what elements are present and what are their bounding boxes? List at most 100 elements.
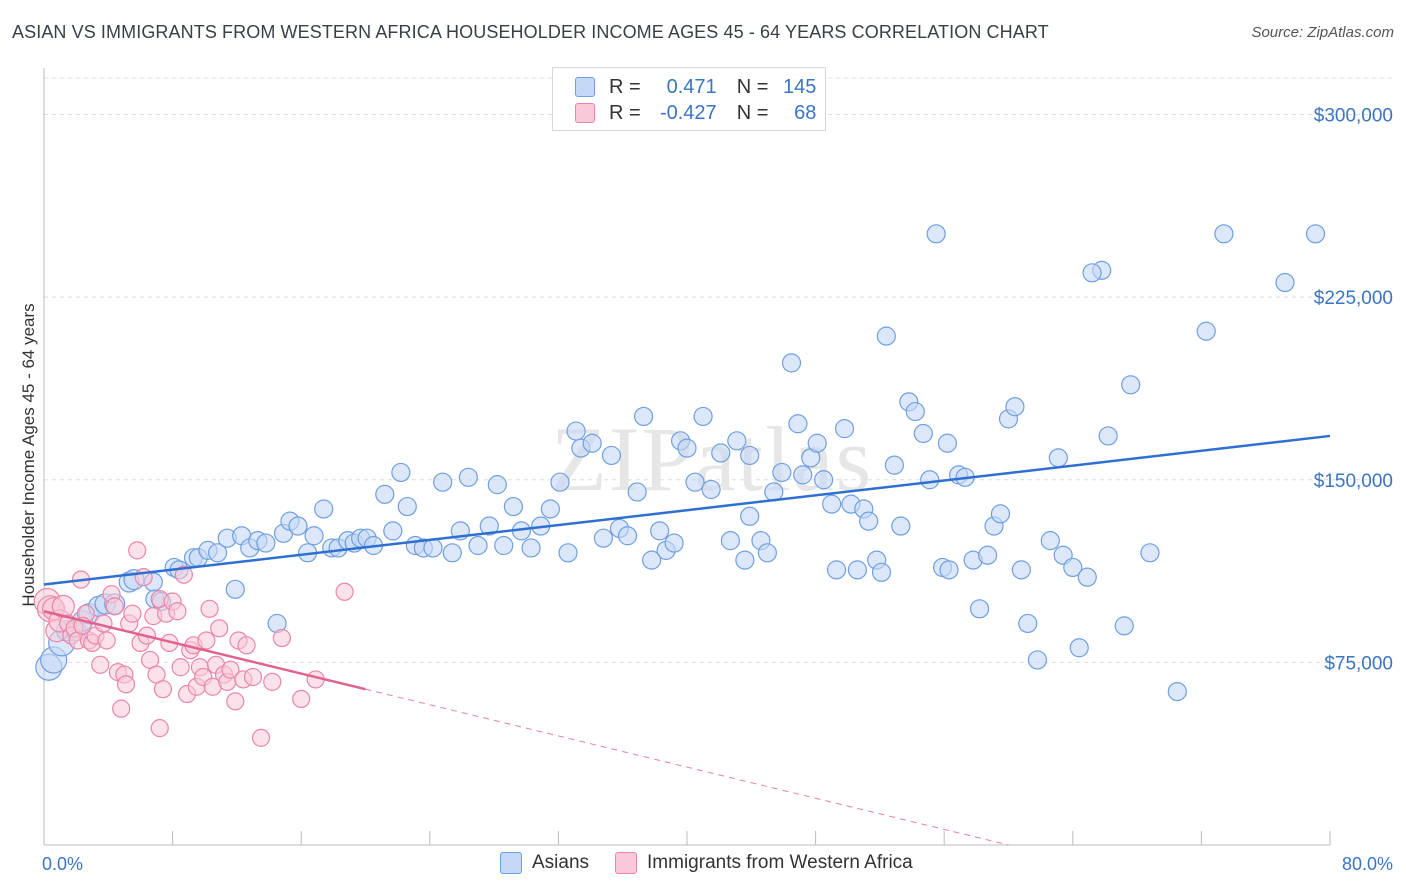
asian-point xyxy=(847,560,867,580)
y-tick-label: $300,000 xyxy=(1314,106,1393,127)
series-legend: Asians Immigrants from Western Africa xyxy=(500,852,939,874)
asian-point xyxy=(891,516,911,536)
asian-point xyxy=(926,224,946,244)
asian-point xyxy=(990,504,1011,524)
immigrant-point xyxy=(197,631,216,650)
immigrants-trend-extension xyxy=(365,688,1009,846)
asian-point xyxy=(871,562,892,582)
immigrant-point xyxy=(263,672,282,691)
immigrants-swatch xyxy=(575,103,595,123)
y-tick-label: $75,000 xyxy=(1324,653,1393,674)
immigrants-legend-swatch xyxy=(615,852,638,874)
asian-point xyxy=(617,526,638,546)
correlation-legend: R = 0.471 N = 145 R = -0.427 N = 68 xyxy=(552,67,826,131)
asian-point xyxy=(208,543,228,563)
asian-point xyxy=(735,550,755,570)
immigrant-point xyxy=(174,565,193,584)
y-axis-label: Householder Income Ages 45 - 64 years xyxy=(19,303,38,606)
asian-point xyxy=(582,433,602,453)
asian-point xyxy=(1027,650,1048,670)
asian-point xyxy=(601,445,622,466)
asian-point xyxy=(664,533,684,553)
asian-point xyxy=(391,462,411,483)
asian-point xyxy=(383,521,403,541)
asian-point xyxy=(433,472,453,492)
asian-point xyxy=(876,326,896,346)
asian-point xyxy=(1040,531,1060,551)
asian-point xyxy=(685,472,705,492)
asian-point xyxy=(468,535,488,556)
legend-item-immigrants[interactable]: Immigrants from Western Africa xyxy=(615,852,913,874)
immigrant-point xyxy=(168,602,187,621)
gridlines xyxy=(44,77,1394,663)
asian-point xyxy=(1121,375,1141,395)
asians-r-value: 0.471 xyxy=(666,75,717,98)
immigrant-point xyxy=(150,719,169,738)
asian-point xyxy=(1305,224,1326,244)
asian-point xyxy=(566,421,586,441)
asian-point xyxy=(540,499,560,519)
asian-points xyxy=(35,224,1326,702)
immigrants-n-value: 68 xyxy=(794,101,817,124)
legend-item-asians[interactable]: Asians xyxy=(500,852,589,874)
asians-swatch xyxy=(575,77,595,97)
asian-point xyxy=(822,494,842,514)
asian-point xyxy=(375,484,395,504)
asian-point xyxy=(757,543,777,563)
immigrant-point xyxy=(335,582,354,601)
asian-point xyxy=(550,472,570,492)
asians-legend-swatch xyxy=(500,852,522,874)
asian-point xyxy=(633,406,654,427)
immigrant-point xyxy=(128,541,147,560)
asian-point xyxy=(1275,272,1295,293)
asian-point xyxy=(788,414,808,434)
asian-point xyxy=(1077,567,1097,587)
asian-point xyxy=(740,445,760,466)
asian-point xyxy=(423,538,443,558)
n-label: N = xyxy=(736,75,769,98)
asian-point xyxy=(1082,263,1102,283)
y-tick-label: $150,000 xyxy=(1314,471,1393,492)
asian-point xyxy=(1167,681,1187,702)
source-credit: Source: ZipAtlas.com xyxy=(1251,24,1394,41)
asian-point xyxy=(1098,426,1118,446)
immigrant-point xyxy=(171,658,190,677)
asian-point xyxy=(1196,321,1216,341)
asian-point xyxy=(969,599,990,619)
asian-point xyxy=(693,406,713,427)
asian-point xyxy=(642,550,662,570)
asian-point xyxy=(627,482,647,502)
axes xyxy=(43,68,1331,846)
legend-row-asians: R = 0.471 N = 145 xyxy=(575,74,816,100)
asian-point xyxy=(487,475,507,495)
immigrant-point xyxy=(200,599,219,618)
asian-point xyxy=(701,479,721,500)
asian-point xyxy=(593,528,614,548)
asian-point xyxy=(521,538,541,558)
asian-point xyxy=(677,438,697,458)
asian-point xyxy=(814,470,834,490)
asian-point xyxy=(781,353,802,373)
asian-point xyxy=(834,419,855,439)
asian-point xyxy=(1214,224,1234,244)
asian-point xyxy=(727,431,747,451)
n-label: N = xyxy=(736,101,769,124)
asians-n-value: 145 xyxy=(783,75,817,98)
immigrant-point xyxy=(292,689,311,709)
asian-point xyxy=(711,443,731,463)
immigrant-point xyxy=(91,655,110,674)
immigrant-point xyxy=(105,597,124,616)
immigrant-point xyxy=(243,667,263,687)
asian-point xyxy=(793,465,813,485)
asian-point xyxy=(397,496,417,517)
r-label: R = xyxy=(609,101,641,124)
immigrant-point xyxy=(97,631,116,650)
immigrant-points xyxy=(33,541,354,747)
asians-legend-label: Asians xyxy=(532,852,590,873)
x-tick-label-max: 80.0% xyxy=(1342,854,1393,874)
immigrant-point xyxy=(116,675,136,694)
x-tick-labels: 0.0% 80.0% xyxy=(42,854,1393,874)
legend-row-immigrants: R = -0.427 N = 68 xyxy=(575,100,816,126)
immigrant-point xyxy=(210,619,229,638)
